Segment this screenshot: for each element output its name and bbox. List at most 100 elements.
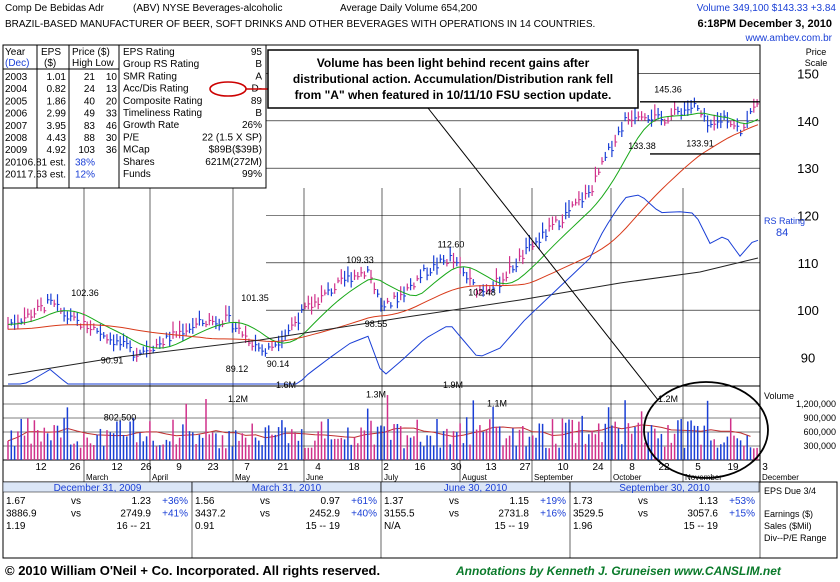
quarter-current: 3886.9 [6,509,37,520]
rating-label: MCap [123,145,150,156]
moving-averages [7,101,760,442]
price-tick-label: 100 [797,303,819,318]
rating-value: B [255,59,262,70]
quarter-change: +36% [162,496,188,507]
month-label: December [762,473,799,482]
eps-rows: 2003 1.01 21 10 2004 0.82 24 13 2005 1.86 40 20 2006… [5,72,117,181]
ticker-exchange: (ABV) NYSE Beverages-alcoholic [133,3,283,14]
price-label: 89.12 [226,364,249,374]
eps-value: 3.95 [47,121,67,132]
eps-header-price: Price ($) [72,47,110,58]
quarter-current: 1.67 [6,496,26,507]
month-label: May [235,473,250,482]
eps-value: 4.43 [47,133,67,144]
copyright: © 2010 William O'Neil + Co. Incorporated… [5,563,380,578]
annotations-credit: Annotations by Kenneth J. Gruneisen www.… [455,564,782,578]
price-label: 102.36 [71,288,99,298]
quarter-current: 3529.5 [573,509,604,520]
quarter-prior: 1.23 [132,496,152,507]
rating-label: Timeliness Rating [123,108,202,119]
volume-label: 1.2M [228,394,248,404]
day-label: 2 [383,462,389,473]
quarter-current: 1.73 [573,496,593,507]
price-axis-ticks: 90 100 110 120 130 140 150 [797,66,819,365]
price-label: 145.36 [654,84,682,94]
eps-year: 2007 [5,121,28,132]
rating-value: 99% [242,169,262,180]
quarter-vs: vs [260,496,270,507]
rating-value: $89B($39B) [209,145,262,156]
eps-header-year: Year [5,47,26,58]
price-label: 133.38 [628,141,656,151]
day-label: 26 [69,462,81,473]
ratings-rows: EPS Rating 95 Group RS Rating B SMR Rating A A… [123,47,262,180]
quarter-prior: 16 -- 21 [117,521,152,532]
quarter-current: 1.19 [6,521,26,532]
quarter-prior: 1.13 [699,496,719,507]
day-label: 4 [315,462,321,473]
day-label: 3 [762,462,768,473]
eps-value: 0.82 [47,84,67,95]
rating-value: 22 (1.5 X SP) [202,132,262,143]
company-description: BRAZIL-BASED MANUFACTURER OF BEER, SOFT … [5,19,595,30]
day-label: 19 [727,462,739,473]
grid-lines [3,73,760,447]
price-line: Volume 349,100 $143.33 +3.84 [697,3,837,14]
month-label: October [613,473,642,482]
quarter-change: +16% [540,509,566,520]
eps-high: 12% [75,170,95,181]
quarterly-table: December 31, 2009 1.67 vs 1.23 +36% 3886.9 vs 2… [2,481,761,558]
quarter-current: 0.91 [195,521,215,532]
website-link[interactable]: www.ambev.com.br [744,33,832,44]
eps-year: 2008 [5,133,28,144]
rating-label: Composite Rating [123,96,202,107]
day-label: 26 [140,462,152,473]
eps-low: 30 [106,133,118,144]
div-pe-label: Div--P/E Range [764,533,827,543]
day-label: 23 [207,462,219,473]
day-label: 13 [485,462,497,473]
quarter-vs: vs [71,496,81,507]
eps-high: 88 [84,133,96,144]
relative-strength-line [8,194,759,385]
quarters-panel [2,481,838,559]
quarter-prior: 2452.9 [309,509,340,520]
price-label: 90.91 [101,355,124,365]
day-label: 12 [35,462,47,473]
eps-value: 1.86 [47,96,67,107]
day-label: 7 [244,462,250,473]
rating-label: P/E [123,132,139,143]
quarter-change: +15% [729,509,755,520]
day-label: 24 [592,462,604,473]
quarter-period: June 30, 2010 [444,483,508,494]
eps-value: 1.01 [47,72,67,83]
month-label: August [462,473,488,482]
rating-label: Growth Rate [123,120,180,131]
price-tick-label: 130 [797,161,819,176]
eps-low: 36 [106,145,118,156]
quarter-change: +41% [162,509,188,520]
quarter-vs: vs [638,509,648,520]
eps-low: 33 [106,109,118,120]
price-axis-title: Price [806,47,827,57]
eps-high: 38% [75,157,95,168]
eps-value: 7.63 est. [28,170,66,181]
eps-value: 2.99 [47,109,67,120]
month-label: November [685,473,722,482]
volume-moving-average [7,424,751,442]
quarter-period: March 31, 2010 [252,483,322,494]
eps-low: 46 [106,121,118,132]
eps-due: EPS Due 3/4 [764,486,816,496]
quarter-period: September 30, 2010 [619,483,710,494]
rating-label: SMR Rating [123,71,177,82]
moving-average-50 [7,112,759,349]
ratings-frame [118,44,267,189]
quarter-vs: vs [449,509,459,520]
price-label: 90.14 [267,359,290,369]
annotation-pointer-line [427,107,659,401]
volume-label: 802,500 [104,413,137,423]
month-label: September [534,473,573,482]
eps-high: 103 [78,145,95,156]
eps-year: 2004 [5,84,28,95]
volume-axis-ticks: 1,200,000 900,000 600,000 300,000 [796,399,836,451]
